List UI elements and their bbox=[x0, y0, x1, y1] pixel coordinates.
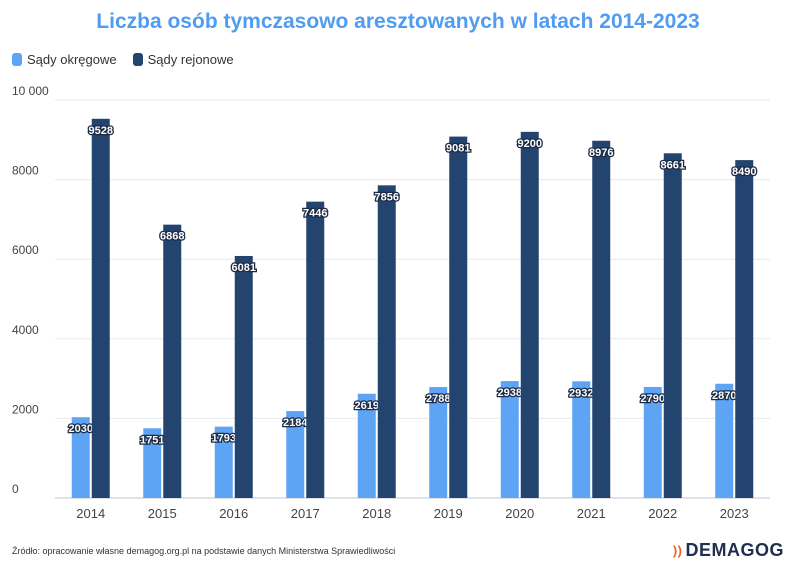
bar-rejonowe bbox=[163, 224, 182, 498]
chart-title: Liczba osób tymczasowo aresztowanych w l… bbox=[96, 10, 700, 33]
x-tick-label: 2023 bbox=[720, 506, 749, 521]
data-label: 1793 bbox=[212, 433, 236, 445]
data-label: 6868 bbox=[160, 231, 184, 243]
bar-rejonowe bbox=[592, 140, 611, 499]
y-tick-label: 2000 bbox=[12, 402, 39, 416]
source-note: Źródło: opracowanie własne demagog.org.p… bbox=[12, 546, 396, 556]
x-tick-label: 2022 bbox=[648, 506, 677, 521]
bar-rejonowe bbox=[520, 131, 539, 498]
bar-rejonowe bbox=[234, 255, 253, 498]
bar-rejonowe bbox=[449, 136, 468, 498]
x-tick-label: 2014 bbox=[76, 506, 105, 521]
brand-name: DEMAGOG bbox=[685, 540, 784, 560]
bar-okregowe bbox=[357, 393, 376, 498]
data-label: 2932 bbox=[569, 387, 593, 399]
data-label: 2788 bbox=[426, 393, 450, 405]
data-label: 2030 bbox=[69, 423, 93, 435]
legend-label-okregowe: Sądy okręgowe bbox=[27, 52, 117, 67]
data-label: 9200 bbox=[518, 138, 542, 150]
bar-okregowe bbox=[643, 386, 662, 498]
y-tick-label: 4000 bbox=[12, 323, 39, 337]
x-tick-label: 2017 bbox=[291, 506, 320, 521]
bar-okregowe bbox=[500, 381, 519, 498]
data-label: 9081 bbox=[446, 143, 470, 155]
bar-okregowe bbox=[715, 383, 734, 498]
legend-label-rejonowe: Sądy rejonowe bbox=[147, 52, 234, 67]
brand-logo: )) DEMAGOG bbox=[673, 540, 784, 561]
bar-okregowe bbox=[286, 411, 305, 498]
x-tick-label: 2020 bbox=[505, 506, 534, 521]
bar-rejonowe bbox=[663, 153, 682, 498]
x-tick-label: 2016 bbox=[219, 506, 248, 521]
bar-okregowe bbox=[429, 387, 448, 498]
x-tick-label: 2018 bbox=[362, 506, 391, 521]
bar-rejonowe bbox=[377, 185, 396, 498]
y-tick-label: 8000 bbox=[12, 164, 39, 178]
bar-okregowe bbox=[214, 426, 233, 498]
bar-okregowe bbox=[71, 417, 90, 498]
data-label: 9528 bbox=[89, 125, 113, 137]
bar-rejonowe bbox=[91, 118, 110, 499]
data-label: 2870 bbox=[712, 390, 736, 402]
bar-okregowe bbox=[143, 428, 162, 498]
y-tick-label: 0 bbox=[12, 482, 19, 496]
data-label: 2790 bbox=[641, 393, 665, 405]
y-tick-label: 6000 bbox=[12, 243, 39, 257]
bar-rejonowe bbox=[306, 201, 325, 498]
x-tick-label: 2021 bbox=[577, 506, 606, 521]
data-label: 1751 bbox=[140, 434, 164, 446]
bar-okregowe bbox=[572, 381, 591, 498]
legend-swatch-okregowe bbox=[12, 53, 22, 66]
legend: Sądy okręgowe Sądy rejonowe bbox=[12, 52, 250, 67]
x-tick-label: 2019 bbox=[434, 506, 463, 521]
data-label: 8490 bbox=[732, 166, 756, 178]
data-label: 8661 bbox=[661, 159, 685, 171]
legend-item-okregowe[interactable]: Sądy okręgowe bbox=[12, 52, 117, 67]
data-label: 2619 bbox=[355, 400, 379, 412]
bar-rejonowe bbox=[735, 160, 754, 498]
data-label: 8976 bbox=[589, 147, 613, 159]
data-label: 6081 bbox=[232, 262, 256, 274]
legend-item-rejonowe[interactable]: Sądy rejonowe bbox=[132, 52, 234, 67]
x-tick-label: 2015 bbox=[148, 506, 177, 521]
y-tick-label: 10 000 bbox=[12, 84, 49, 98]
data-label: 7446 bbox=[303, 208, 327, 220]
data-label: 7856 bbox=[375, 191, 399, 203]
legend-swatch-rejonowe bbox=[132, 53, 143, 66]
data-label: 2938 bbox=[498, 387, 522, 399]
brand-mark-icon: )) bbox=[672, 543, 683, 558]
data-label: 2184 bbox=[283, 417, 308, 429]
